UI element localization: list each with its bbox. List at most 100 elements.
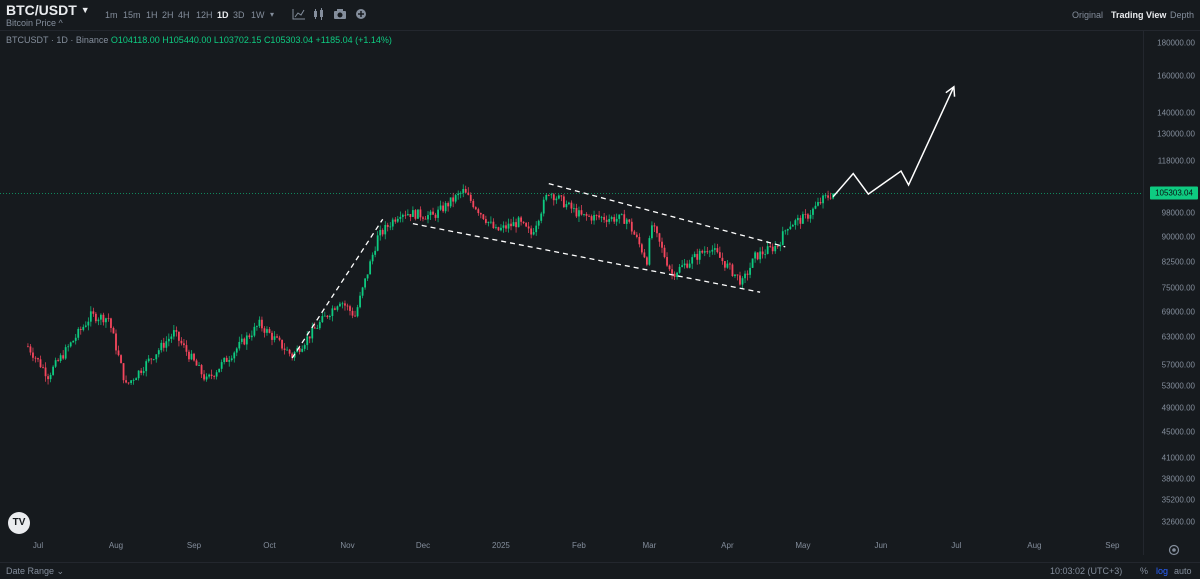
candle-body bbox=[200, 365, 203, 375]
caret-down-icon[interactable]: ▼ bbox=[80, 5, 90, 15]
candle-body bbox=[77, 328, 80, 338]
candle-body bbox=[359, 295, 361, 308]
candle-body bbox=[424, 218, 427, 220]
candle-body bbox=[344, 303, 346, 306]
date-range-button[interactable]: Date Range ⌄ bbox=[6, 566, 65, 576]
candle-body bbox=[608, 219, 611, 222]
candle-body bbox=[462, 189, 465, 193]
candle-body bbox=[721, 257, 724, 262]
candle-body bbox=[205, 376, 208, 380]
candle-body bbox=[583, 213, 585, 215]
candle-body bbox=[286, 349, 288, 351]
timeframe-1m[interactable]: 1m bbox=[105, 10, 118, 20]
time-tick-label: Mar bbox=[642, 541, 657, 550]
auto-toggle[interactable]: auto bbox=[1174, 566, 1192, 576]
timeframe-3d[interactable]: 3D bbox=[233, 10, 245, 20]
candle-body bbox=[183, 343, 185, 346]
add-icon[interactable] bbox=[354, 8, 368, 20]
candle-body bbox=[605, 219, 608, 222]
candle-body bbox=[381, 229, 384, 235]
candle-body bbox=[809, 214, 812, 219]
candle-body bbox=[361, 287, 364, 296]
candle-body bbox=[590, 216, 593, 221]
candle-body bbox=[598, 215, 600, 218]
candle-body bbox=[175, 330, 178, 332]
candle-body bbox=[152, 359, 155, 361]
timeframe-12h[interactable]: 12H bbox=[196, 10, 213, 20]
view-original[interactable]: Original bbox=[1072, 10, 1104, 20]
symbol-subtitle[interactable]: Bitcoin Price ^ bbox=[6, 18, 63, 28]
timeframe-1w[interactable]: 1W bbox=[251, 10, 265, 20]
candle-body bbox=[585, 213, 588, 216]
candle-body bbox=[500, 227, 502, 231]
timeframe-1d[interactable]: 1D bbox=[217, 10, 229, 20]
bottom-bar: Date Range ⌄ 10:03:02 (UTC+3) % log auto bbox=[0, 562, 1200, 579]
candle-body bbox=[726, 263, 729, 268]
candle-body bbox=[588, 215, 590, 217]
candle-body bbox=[623, 214, 626, 224]
candle-body bbox=[736, 274, 739, 276]
log-toggle[interactable]: log bbox=[1156, 566, 1169, 576]
indicator-icon[interactable] bbox=[292, 8, 306, 20]
legend-low: L103702.15 bbox=[213, 35, 262, 45]
candle-body bbox=[703, 251, 706, 253]
candle-body bbox=[54, 360, 57, 367]
view-depth[interactable]: Depth bbox=[1170, 10, 1195, 20]
timeframe-4h[interactable]: 4H bbox=[178, 10, 190, 20]
candle-body bbox=[708, 251, 711, 253]
timeframe-15m[interactable]: 15m bbox=[123, 10, 141, 20]
candle-body bbox=[142, 371, 145, 373]
dashed-trendline bbox=[291, 218, 384, 359]
price-tick-label: 118000.00 bbox=[1157, 156, 1195, 166]
time-tick-label: Jun bbox=[874, 541, 888, 550]
candle-body bbox=[253, 326, 256, 336]
candle-body bbox=[784, 230, 787, 232]
candle-body bbox=[318, 322, 321, 329]
time-axis[interactable]: Jul Aug Sep Oct Nov Dec 2025 Feb Mar Apr May Jun Jul… bbox=[0, 541, 1143, 555]
candle-body bbox=[774, 246, 777, 252]
more-timeframes-icon[interactable]: ▾ bbox=[270, 10, 275, 19]
candle-body bbox=[716, 248, 719, 253]
candle-body bbox=[157, 350, 160, 355]
timeframe-1h[interactable]: 1H bbox=[146, 10, 158, 20]
price-tick-label: 38000.00 bbox=[1161, 474, 1195, 484]
legend-close: C105303.04 bbox=[263, 35, 313, 45]
price-chart[interactable] bbox=[0, 30, 1143, 555]
candle-body bbox=[215, 372, 218, 377]
candle-body bbox=[122, 363, 125, 381]
candle-body bbox=[351, 310, 354, 316]
camera-icon[interactable] bbox=[333, 8, 347, 20]
candle-body bbox=[688, 263, 691, 268]
candle-body bbox=[346, 305, 349, 307]
candle-body bbox=[429, 211, 432, 216]
candle-body bbox=[505, 225, 507, 229]
candle-body bbox=[442, 205, 444, 212]
candle-body bbox=[120, 355, 122, 364]
candle-body bbox=[59, 355, 62, 361]
symbol-selector[interactable]: BTC/USDT ▼ bbox=[6, 2, 90, 18]
candle-body bbox=[369, 261, 372, 275]
price-axis[interactable]: 180000.00 160000.00 140000.00 130000.00 1180… bbox=[1143, 30, 1200, 555]
view-trading-view[interactable]: Trading View bbox=[1111, 10, 1167, 20]
candle-body bbox=[193, 353, 195, 361]
candle-body bbox=[739, 275, 741, 285]
candle-body bbox=[643, 252, 646, 258]
candle-body bbox=[495, 227, 497, 229]
candle-body bbox=[160, 342, 163, 351]
candle-body bbox=[484, 219, 487, 223]
candle-body bbox=[328, 316, 331, 318]
candle-body bbox=[105, 318, 107, 323]
timeframe-2h[interactable]: 2H bbox=[162, 10, 174, 20]
symbol-name[interactable]: BTC/USDT bbox=[6, 2, 77, 18]
candle-body bbox=[311, 327, 314, 339]
ohlc-legend: BTCUSDT · 1D · Binance O104118.00 H10544… bbox=[6, 35, 392, 45]
candle-body bbox=[817, 202, 819, 206]
chart-type-icon[interactable] bbox=[312, 8, 326, 20]
candle-body bbox=[29, 346, 32, 353]
toolbar: BTC/USDT ▼ Bitcoin Price ^ 1m 15m 1H 2H 4H 12H… bbox=[0, 0, 1200, 31]
percent-toggle[interactable]: % bbox=[1140, 566, 1149, 576]
time-tick-label: Aug bbox=[1027, 541, 1042, 550]
settings-icon[interactable] bbox=[1168, 544, 1180, 556]
candle-body bbox=[27, 346, 29, 348]
candle-body bbox=[49, 374, 52, 380]
